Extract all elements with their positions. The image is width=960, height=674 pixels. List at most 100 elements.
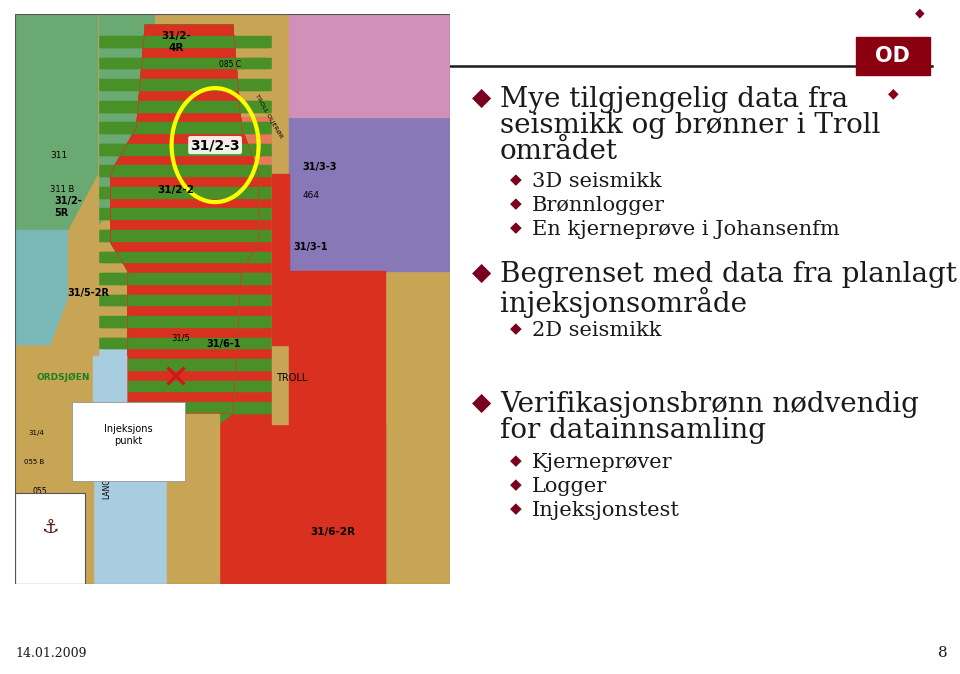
Polygon shape	[220, 117, 289, 174]
Text: 31/2-
4R: 31/2- 4R	[161, 31, 191, 53]
Text: ◆: ◆	[887, 87, 899, 100]
Text: Kjerneprøver: Kjerneprøver	[532, 453, 673, 472]
Text: Reservoarkvalitet: Reservoarkvalitet	[28, 24, 402, 66]
Text: 8: 8	[938, 646, 948, 660]
Polygon shape	[272, 174, 289, 344]
Text: 31/6-1: 31/6-1	[206, 339, 241, 349]
FancyBboxPatch shape	[15, 493, 84, 584]
Text: 055
BRAGE: 055 BRAGE	[33, 487, 59, 506]
Polygon shape	[15, 26, 258, 584]
Bar	[102, 36, 267, 47]
Bar	[272, 14, 450, 425]
Polygon shape	[110, 26, 258, 413]
Bar	[102, 252, 267, 262]
Polygon shape	[110, 26, 258, 413]
Bar	[102, 80, 267, 90]
Text: 055 B: 055 B	[24, 458, 44, 464]
Polygon shape	[289, 270, 385, 344]
Text: 31/3-1: 31/3-1	[294, 242, 328, 252]
Text: 31/2-3: 31/2-3	[190, 138, 240, 152]
Polygon shape	[15, 26, 258, 584]
Text: ◆: ◆	[510, 321, 521, 336]
Polygon shape	[110, 101, 258, 111]
Text: ⚓: ⚓	[41, 518, 59, 537]
Bar	[102, 187, 267, 197]
Text: 311 B: 311 B	[50, 185, 74, 194]
Polygon shape	[110, 80, 258, 90]
Text: 31/5-2R: 31/5-2R	[67, 288, 109, 298]
Bar	[15, 14, 98, 425]
Polygon shape	[15, 26, 258, 584]
Text: TROLL OLJERØR: TROLL OLJERØR	[254, 94, 283, 140]
Bar	[102, 166, 267, 176]
Polygon shape	[110, 187, 258, 197]
Polygon shape	[110, 359, 258, 370]
Bar	[98, 359, 272, 370]
Polygon shape	[289, 14, 450, 117]
Polygon shape	[15, 26, 258, 584]
Text: 31/5: 31/5	[172, 333, 190, 342]
Text: seismikk og brønner i Troll: seismikk og brønner i Troll	[500, 112, 880, 139]
Text: ◆: ◆	[510, 477, 521, 492]
Polygon shape	[15, 26, 258, 584]
Text: ◆: ◆	[472, 261, 492, 285]
Text: Mye tilgjengelig data fra: Mye tilgjengelig data fra	[500, 86, 848, 113]
Text: ◆: ◆	[510, 172, 521, 187]
Polygon shape	[110, 316, 258, 327]
Polygon shape	[110, 208, 258, 219]
Text: LANGELED: LANGELED	[102, 458, 110, 499]
Bar	[98, 381, 272, 392]
Bar	[98, 101, 272, 111]
Polygon shape	[289, 270, 385, 584]
Polygon shape	[110, 58, 258, 69]
Polygon shape	[15, 26, 258, 584]
Text: 3D seismikk: 3D seismikk	[532, 172, 661, 191]
Text: 464: 464	[302, 191, 319, 200]
Bar	[98, 338, 272, 348]
Text: injeksjonsområde: injeksjonsområde	[500, 287, 747, 318]
Text: 311: 311	[50, 151, 67, 160]
Text: for datainnsamling: for datainnsamling	[500, 417, 766, 444]
Text: Injeksjonstest: Injeksjonstest	[532, 501, 680, 520]
Text: ◆: ◆	[510, 501, 521, 516]
Bar	[102, 317, 267, 327]
Bar	[102, 209, 267, 219]
Polygon shape	[15, 26, 258, 584]
Polygon shape	[220, 174, 289, 253]
Polygon shape	[110, 402, 258, 413]
Bar	[98, 230, 272, 241]
Bar	[98, 165, 272, 176]
Polygon shape	[110, 273, 258, 284]
Bar	[98, 251, 272, 262]
Text: ✕: ✕	[162, 363, 190, 395]
Polygon shape	[110, 26, 258, 413]
Text: ◆: ◆	[510, 220, 521, 235]
Text: ◆: ◆	[510, 196, 521, 211]
Bar	[102, 360, 267, 370]
Polygon shape	[15, 26, 258, 584]
Text: 31/2-2: 31/2-2	[157, 185, 195, 195]
Bar	[98, 273, 272, 284]
Bar	[102, 274, 267, 284]
Text: ◆: ◆	[472, 86, 492, 110]
Text: 31/2-
5R: 31/2- 5R	[54, 196, 82, 218]
Polygon shape	[110, 122, 258, 133]
FancyBboxPatch shape	[72, 402, 184, 481]
Polygon shape	[15, 26, 258, 584]
Text: 31/4: 31/4	[28, 430, 44, 436]
Polygon shape	[93, 344, 167, 584]
Polygon shape	[15, 26, 258, 584]
Text: 31/3-3: 31/3-3	[302, 162, 337, 172]
Bar	[98, 295, 272, 305]
Bar	[167, 413, 220, 584]
Bar	[102, 381, 267, 392]
Polygon shape	[289, 117, 450, 270]
Bar	[102, 144, 267, 154]
Polygon shape	[110, 144, 258, 154]
Polygon shape	[15, 14, 98, 231]
Bar	[98, 208, 272, 219]
Polygon shape	[289, 14, 450, 117]
Bar	[15, 413, 93, 584]
Bar	[98, 80, 272, 90]
Polygon shape	[15, 14, 155, 231]
